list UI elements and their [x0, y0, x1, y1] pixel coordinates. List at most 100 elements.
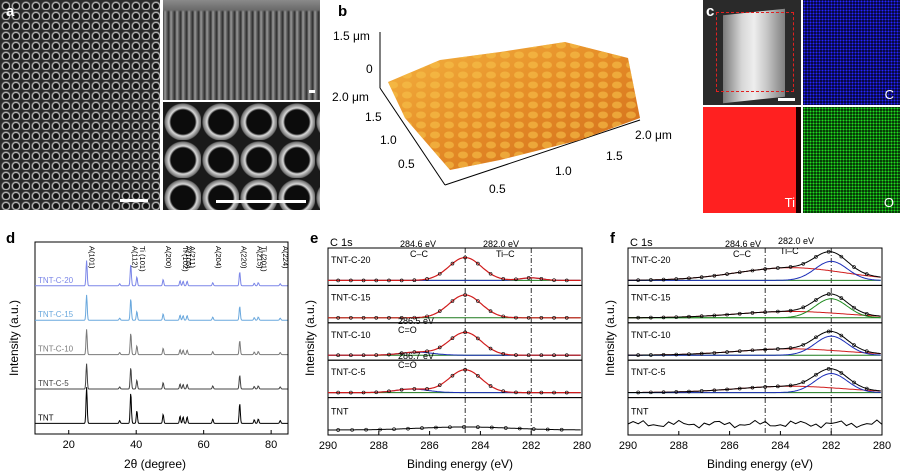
f-data-point — [737, 311, 742, 316]
xrd-peak-annotation: A(204) — [214, 246, 223, 269]
panel-label-e: e — [310, 230, 319, 247]
f-data-point — [839, 333, 844, 338]
xps-e-frames — [327, 247, 583, 436]
e-data-point — [425, 314, 429, 319]
panel-label-c: c — [706, 3, 715, 20]
afm-surface-texture — [388, 42, 640, 170]
xrd-peak-annotation: Ti (201) — [259, 246, 268, 272]
f-noise-line — [627, 419, 883, 429]
e-data-point — [552, 353, 556, 357]
xrd-peak-annotation: Ti (101) — [138, 246, 147, 272]
e-data-point — [437, 309, 442, 313]
e-data-point — [526, 276, 531, 280]
f-data-point — [725, 312, 729, 317]
e-data-point — [501, 277, 506, 281]
f-envelope — [628, 251, 881, 281]
eds-map-o: O — [803, 107, 900, 213]
f-data-point — [687, 352, 691, 356]
f-data-point — [814, 255, 818, 259]
f-data-point — [864, 311, 869, 316]
xrd-series-line — [35, 260, 288, 287]
f-data-point — [712, 273, 717, 278]
sem-topview-scalebar — [120, 199, 148, 202]
eds-map-ti-signal — [703, 107, 796, 213]
xps-f-frames — [627, 247, 883, 436]
e-data-point — [412, 350, 417, 354]
e-data-point — [552, 315, 556, 320]
e-data-point — [425, 387, 429, 391]
e-data-point — [476, 374, 480, 378]
xrd-peak-annotation: A(101) — [88, 246, 97, 269]
e-data-point — [374, 315, 379, 320]
e-data-point — [564, 390, 569, 395]
f-data-point — [776, 384, 780, 389]
xrd-series-label: TNT-C-5 — [38, 379, 69, 388]
xrd-peak-annotation: A(220) — [239, 246, 248, 269]
f-data-point — [814, 335, 818, 340]
xrd-peak-annotation: A(105) — [184, 246, 193, 269]
xps-e-annot-2865: 286.5 eV — [398, 316, 434, 326]
f-data-point — [661, 277, 666, 282]
f-series-label: TNT-C-15 — [631, 292, 671, 302]
xps-e-x-axis-label: Binding energy (eV) — [407, 457, 513, 471]
f-data-point — [826, 292, 831, 296]
e-data-point — [545, 427, 550, 432]
afm-x-tick: 1.0 — [555, 164, 572, 178]
e-tick-label: 282 — [522, 440, 540, 452]
f-data-point — [699, 275, 704, 279]
xps-e-annot-cc: C–C — [410, 249, 429, 259]
e-data-point — [488, 384, 493, 388]
e-data-point — [374, 353, 379, 357]
xps-f-annot-tic: Ti–C — [780, 246, 799, 256]
e-data-point — [349, 278, 353, 283]
afm-y-tick: 1.5 — [365, 110, 382, 124]
xps-e-y-axis-label: Intensity (a.u.) — [303, 300, 317, 376]
afm-x-tick: 1.5 — [606, 149, 623, 163]
e-tick-label: 280 — [573, 440, 591, 452]
xrd-series-label: TNT — [38, 413, 54, 422]
f-data-point — [788, 308, 793, 313]
xps-f-chart: TNT-C-20 TNT-C-15 TNT-C-10 TNT-C-5 TNT 290 28… — [603, 236, 891, 471]
e-data-point — [539, 390, 544, 395]
xrd-tick-label: 80 — [265, 439, 277, 451]
e-data-point — [336, 390, 340, 395]
afm-z-zero-label: 0 — [366, 62, 373, 76]
f-envelope — [628, 368, 881, 393]
e-subplot-frame — [327, 284, 583, 324]
e-data-point — [450, 336, 455, 340]
e-data-point — [463, 255, 467, 260]
xps-f-series-labels: TNT-C-20 TNT-C-15 TNT-C-10 TNT-C-5 TNT — [631, 255, 671, 417]
e-series-label: TNT — [331, 407, 349, 417]
f-data-point — [776, 266, 780, 270]
xps-e-title: C 1s — [330, 237, 353, 249]
f-data-point — [763, 347, 767, 352]
f-tick-label: 288 — [670, 440, 688, 452]
e-envelope — [328, 331, 581, 356]
f-data-point — [864, 349, 869, 353]
e-data-point — [526, 353, 531, 357]
e-data-point — [349, 353, 353, 357]
f-data-point — [750, 348, 755, 353]
xrd-peak-annotation: A(112) — [130, 246, 139, 268]
xrd-plot-frame — [34, 241, 289, 435]
xrd-x-axis-label: 2θ (degree) — [124, 457, 186, 471]
f-component-tic — [628, 260, 881, 281]
xps-e-series-labels: TNT-C-20 TNT-C-15 TNT-C-10 TNT-C-5 TNT — [331, 255, 371, 417]
f-data-point — [864, 272, 869, 276]
panel-label-f: f — [610, 230, 615, 247]
e-data-point — [564, 278, 569, 283]
xrd-annotations: A(101) A(112)Ti (101) A(200) Ti (102)A(105)… — [88, 246, 291, 272]
f-data-point — [776, 309, 780, 314]
afm-y-tick: 2.0 μm — [332, 90, 369, 104]
f-data-point — [725, 272, 729, 276]
e-tick-label: 286 — [420, 440, 438, 452]
e-envelope — [328, 294, 581, 319]
f-data-point — [699, 351, 704, 356]
e-data-point — [559, 427, 564, 432]
xrd-peak-annotation: Ti (102) — [181, 246, 190, 272]
tem-scalebar — [778, 98, 795, 101]
f-data-point — [636, 315, 640, 320]
xrd-peak-annotation: A(224) — [281, 246, 290, 269]
f-data-point — [839, 254, 844, 259]
e-data-point — [425, 349, 429, 354]
